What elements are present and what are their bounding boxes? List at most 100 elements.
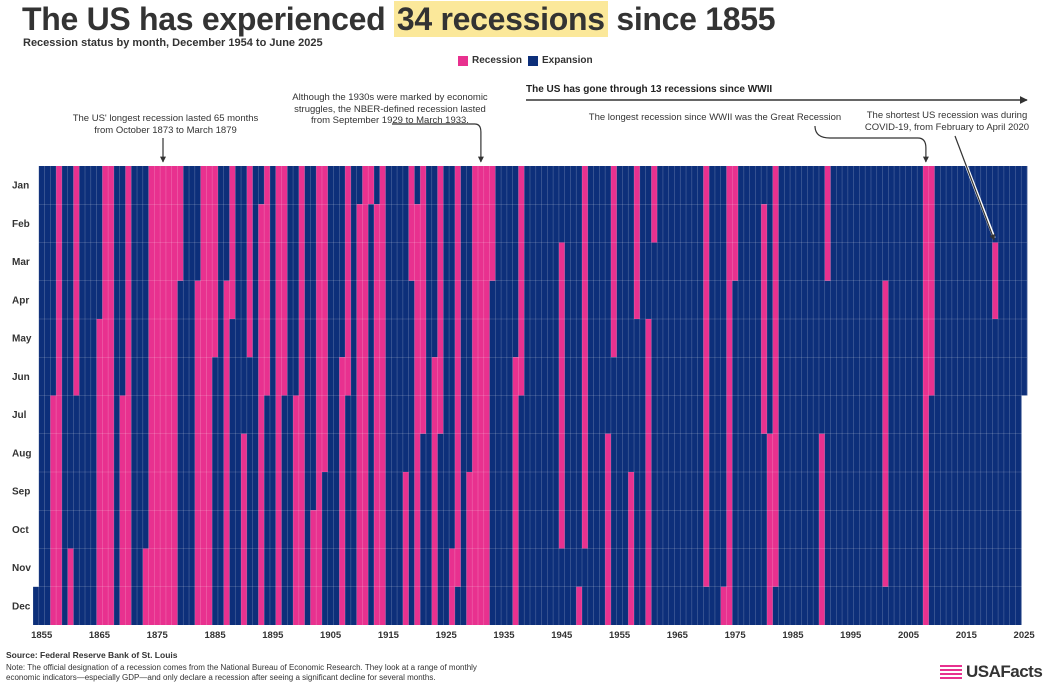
recession-cell-1927-1 — [454, 166, 462, 587]
year-label-2025: 2025 — [1014, 630, 1036, 641]
recession-cell-1897-1 — [281, 166, 288, 396]
expansion-cell-1882-1 — [194, 166, 201, 281]
legend-recession-label: Recession — [472, 55, 523, 66]
recession-cell-1937-6 — [512, 357, 519, 625]
expansion-cell-1881-1 — [189, 166, 196, 625]
recession-cell-1921-1 — [420, 166, 427, 434]
expansion-cell-1916-1 — [391, 166, 398, 625]
usafacts-logo[interactable]: USAFacts — [940, 662, 1043, 682]
expansion-cell-1859-1 — [61, 166, 69, 625]
recession-cell-1919-1 — [408, 166, 415, 281]
recession-cell-1957-9 — [628, 472, 635, 625]
heatmap-cells — [33, 166, 1028, 625]
recession-cell-1954-1 — [610, 166, 618, 358]
expansion-cell-1966-1 — [680, 166, 687, 625]
recession-cell-1887-4 — [223, 280, 230, 625]
expansion-cell-1939-1 — [524, 166, 531, 625]
expansion-cell-2006-1 — [911, 166, 918, 625]
recession-cell-1885-1 — [212, 166, 219, 358]
expansion-cell-1912-2 — [368, 204, 375, 625]
expansion-cell-1965-1 — [674, 166, 681, 625]
expansion-cell-1868-1 — [113, 166, 121, 625]
expansion-cell-1927-12 — [454, 586, 462, 625]
expansion-cell-1897-7 — [281, 395, 288, 625]
expansion-cell-1943-1 — [547, 166, 554, 625]
expansion-cell-2025-1 — [1021, 166, 1028, 396]
expansion-cell-1948-1 — [576, 166, 583, 587]
expansion-cell-1922-1 — [425, 166, 433, 625]
expansion-cell-2020-5 — [992, 319, 999, 625]
expansion-cell-1908-7 — [345, 395, 352, 625]
recession-cell-1861-1 — [73, 166, 80, 396]
annotation-arrows — [160, 96, 1028, 241]
recession-cell-1991-1 — [824, 166, 831, 281]
expansion-cell-1969-1 — [697, 166, 704, 625]
expansion-cell-2003-1 — [894, 166, 901, 625]
expansion-cell-1982-12 — [772, 586, 779, 625]
logo-text: USAFacts — [966, 662, 1043, 681]
legend-expansion-swatch — [528, 55, 538, 66]
expansion-cell-1924-8 — [437, 433, 444, 625]
expansion-cell-1863-1 — [85, 166, 92, 625]
expansion-cell-1995-1 — [847, 166, 855, 625]
expansion-cell-1861-7 — [73, 395, 80, 625]
expansion-cell-1941-1 — [535, 166, 542, 625]
recession-cell-2020-3 — [992, 242, 999, 319]
expansion-cell-1957-1 — [628, 166, 635, 472]
month-label-jun: Jun — [12, 372, 30, 383]
expansion-cell-1913-1 — [373, 166, 381, 205]
expansion-cell-1989-1 — [813, 166, 820, 625]
recession-cell-1980-2 — [761, 204, 768, 434]
year-labels: 1855 1865 1875 1885 1895 1905 1915 1925 1935 1945… — [31, 630, 1035, 641]
recession-cell-2009-1 — [928, 166, 935, 396]
legend-expansion-label: Expansion — [542, 55, 593, 66]
recession-cell-1913-2 — [373, 204, 381, 625]
recession-cell-1970-1 — [703, 166, 710, 587]
recession-cell-1938-1 — [518, 166, 525, 396]
expansion-cell-1872-1 — [137, 166, 144, 625]
title-after: since 1855 — [616, 1, 776, 37]
arrow-1930s — [392, 123, 484, 163]
recession-cell-1948-12 — [576, 586, 583, 625]
recession-cell-1973-12 — [720, 586, 727, 625]
recession-cell-1982-1 — [772, 166, 779, 587]
expansion-cell-1944-1 — [553, 166, 560, 625]
recession-cell-1960-5 — [645, 319, 652, 625]
expansion-cell-1971-1 — [709, 166, 716, 625]
expansion-cell-1946-1 — [564, 166, 571, 625]
expansion-cell-1961-3 — [651, 242, 658, 625]
expansion-cell-1972-1 — [714, 166, 722, 625]
recession-cell-1933-1 — [489, 166, 496, 281]
recession-cell-1945-3 — [558, 242, 566, 549]
expansion-cell-1891-6 — [246, 357, 254, 625]
recession-cell-1926-11 — [449, 548, 456, 625]
expansion-cell-2011-1 — [940, 166, 947, 625]
expansion-cell-2018-1 — [980, 166, 987, 625]
annotation-covid-line-1: The shortest US recession was during — [866, 110, 1028, 121]
expansion-cell-1857-1 — [50, 166, 57, 396]
expansion-cell-1951-1 — [593, 166, 600, 625]
title-before: The US has experienced — [22, 1, 386, 37]
year-label-1945: 1945 — [551, 630, 573, 641]
recession-cell-1874-1 — [148, 166, 155, 625]
expansion-cell-1873-1 — [142, 166, 149, 549]
recession-cell-1894-1 — [264, 166, 271, 396]
recession-cell-1869-7 — [119, 395, 126, 625]
expansion-cell-1880-1 — [183, 166, 190, 625]
expansion-cell-2004-1 — [899, 166, 907, 625]
expansion-cell-1980-8 — [761, 433, 768, 625]
expansion-cell-1945-1 — [558, 166, 566, 243]
expansion-cell-1869-1 — [119, 166, 126, 396]
expansion-cell-1901-1 — [304, 166, 311, 625]
arrow-covid — [954, 135, 996, 241]
expansion-cell-1991-4 — [824, 280, 831, 625]
expansion-cell-2002-1 — [888, 166, 895, 625]
expansion-cell-1950-1 — [587, 166, 594, 625]
month-label-jan: Jan — [12, 181, 29, 192]
expansion-cell-1935-1 — [501, 166, 508, 625]
expansion-cell-1963-1 — [662, 166, 670, 625]
expansion-cell-1889-1 — [235, 166, 242, 625]
expansion-cell-1907-1 — [339, 166, 346, 358]
expansion-cell-1906-1 — [333, 166, 340, 625]
expansion-cell-1980-1 — [761, 166, 768, 205]
